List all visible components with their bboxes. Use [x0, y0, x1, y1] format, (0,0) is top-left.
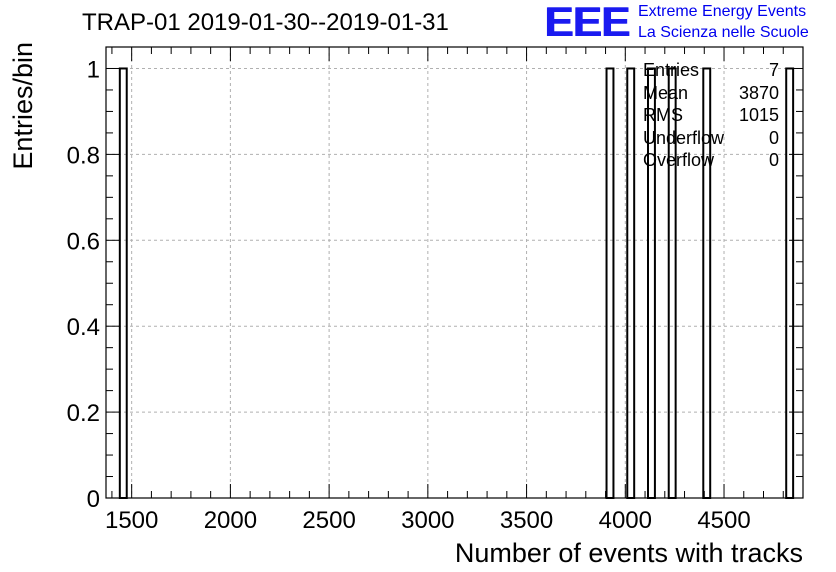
plot-frame	[105, 46, 804, 499]
chart-title: TRAP-01 2019-01-30--2019-01-31	[82, 9, 449, 36]
x-tick-label: 4500	[697, 507, 750, 534]
y-tick-label: 0.2	[67, 400, 100, 427]
eee-logo: EEE	[544, 0, 630, 46]
histogram-bar	[785, 67, 795, 499]
y-tick-label: 0.6	[67, 228, 100, 255]
stat-label-rms: RMS	[643, 105, 683, 125]
x-tick-label: 2500	[302, 507, 355, 534]
y-axis-label: Entries/bin	[8, 42, 38, 170]
stat-label-entries: Entries	[643, 60, 700, 80]
stat-value-entries: 7	[768, 60, 779, 80]
stat-value-overflow: 0	[768, 150, 779, 170]
stat-label-mean: Mean	[643, 82, 689, 103]
y-tick-label: 0.8	[67, 142, 100, 169]
y-tick-label: 0	[87, 486, 100, 513]
stat-value-mean: 3870	[738, 82, 779, 103]
stat-value-underflow: 0	[768, 127, 779, 148]
y-tick-label: 0.4	[67, 314, 100, 341]
histogram-bar	[118, 67, 128, 499]
y-tick-label: 1	[87, 56, 100, 83]
logo-line-1: Extreme Energy Events	[638, 3, 807, 20]
x-tick-label: 2000	[204, 507, 257, 534]
x-tick-label: 3500	[500, 507, 553, 534]
x-tick-label: 3000	[401, 507, 454, 534]
stat-label-underflow: Underflow	[643, 127, 725, 148]
stat-label-overflow: Overflow	[643, 150, 715, 170]
x-axis-label: Number of events with tracks	[455, 538, 803, 568]
x-tick-label: 1500	[105, 507, 158, 534]
stat-value-rms: 1015	[738, 105, 779, 125]
logo-line-2: La Scienza nelle Scuole	[638, 24, 809, 41]
histogram-bar	[626, 67, 636, 499]
x-tick-label: 4000	[599, 507, 652, 534]
histogram-bar	[605, 67, 615, 499]
